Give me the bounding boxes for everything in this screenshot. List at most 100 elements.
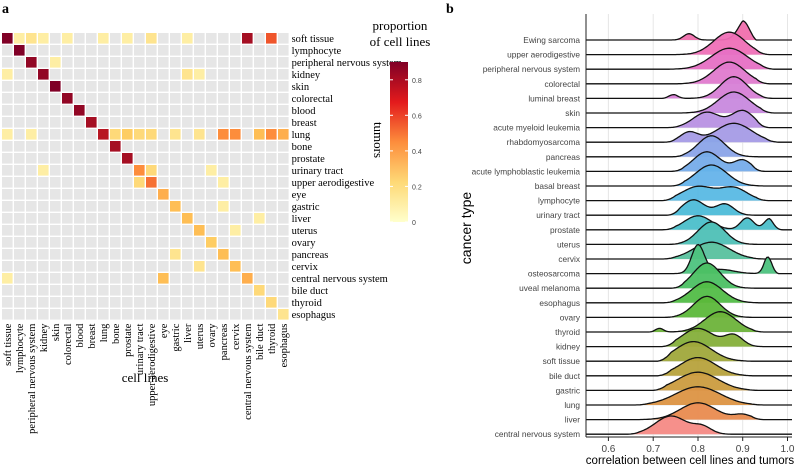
heatmap-cell bbox=[194, 261, 205, 272]
heatmap-x-axis-title: cell lines bbox=[122, 370, 169, 385]
heatmap-cell bbox=[230, 69, 241, 80]
heatmap-cell bbox=[194, 69, 205, 80]
heatmap-cell bbox=[278, 45, 289, 56]
ridge-fill-pancreas bbox=[671, 135, 770, 157]
heatmap-cell bbox=[134, 57, 145, 68]
heatmap-column-label-pancreas: pancreas bbox=[219, 324, 230, 361]
heatmap-cell bbox=[98, 93, 109, 104]
heatmap-cell bbox=[146, 93, 157, 104]
heatmap-cell bbox=[26, 201, 37, 212]
ridge-outline-osteosarcoma bbox=[586, 243, 792, 275]
panel-b: b Ewing sarcoma upper aerodigestive periph… bbox=[446, 2, 795, 467]
heatmap-cell bbox=[158, 249, 169, 260]
ridgeline-x-ticks: 0.6 0.7 0.8 0.9 1.0 bbox=[601, 437, 795, 455]
heatmap-cell bbox=[278, 141, 289, 152]
ridgeline-label-acute-myeloid-leukemia: acute myeloid leukemia bbox=[493, 123, 580, 133]
ridgeline-label-osteosarcoma: osteosarcoma bbox=[528, 269, 580, 279]
heatmap-cell bbox=[62, 273, 73, 284]
heatmap-cell bbox=[242, 273, 253, 284]
heatmap-cell bbox=[110, 213, 121, 224]
heatmap-cell bbox=[50, 93, 61, 104]
heatmap-cell bbox=[278, 273, 289, 284]
heatmap-cell bbox=[2, 93, 13, 104]
heatmap-cell bbox=[230, 189, 241, 200]
heatmap-cell bbox=[2, 261, 13, 272]
heatmap-cell bbox=[26, 249, 37, 260]
heatmap-cell bbox=[50, 249, 61, 260]
heatmap-cell bbox=[14, 69, 25, 80]
heatmap-cell bbox=[206, 105, 217, 116]
ridgeline-label-upper-aerodigestive: upper aerodigestive bbox=[507, 50, 580, 60]
heatmap-cell bbox=[98, 81, 109, 92]
ridge-fill-osteosarcoma bbox=[662, 244, 779, 274]
ridge-outline-rhabdomyosarcoma bbox=[586, 122, 792, 143]
heatmap-cell bbox=[230, 177, 241, 188]
heatmap-cell bbox=[26, 117, 37, 128]
heatmap-cell bbox=[206, 285, 217, 296]
heatmap-cell bbox=[206, 33, 217, 44]
heatmap-cell bbox=[182, 165, 193, 176]
heatmap-cell bbox=[218, 189, 229, 200]
heatmap-cell bbox=[110, 45, 121, 56]
heatmap-cell bbox=[50, 237, 61, 248]
heatmap-cell bbox=[158, 261, 169, 272]
ridge-outline-colorectal bbox=[586, 61, 792, 85]
heatmap-cell bbox=[122, 249, 133, 260]
heatmap-cell bbox=[98, 213, 109, 224]
heatmap-cell bbox=[194, 285, 205, 296]
heatmap-cell bbox=[146, 69, 157, 80]
heatmap-cell bbox=[254, 225, 265, 236]
heatmap-cell bbox=[122, 273, 133, 284]
heatmap-column-label-colorectal: colorectal bbox=[63, 324, 74, 365]
heatmap-cell bbox=[98, 45, 109, 56]
heatmap-cell bbox=[146, 57, 157, 68]
heatmap-cell bbox=[122, 261, 133, 272]
heatmap-cell bbox=[2, 117, 13, 128]
heatmap-cell bbox=[50, 177, 61, 188]
heatmap-cell bbox=[98, 201, 109, 212]
heatmap-cell bbox=[194, 33, 205, 44]
heatmap-cell bbox=[62, 165, 73, 176]
ridge-fill-cervix bbox=[662, 242, 766, 259]
heatmap-cell bbox=[158, 273, 169, 284]
heatmap-cell bbox=[2, 273, 13, 284]
heatmap-cell bbox=[194, 297, 205, 308]
heatmap-row-label-central-nervous-system: central nervous system bbox=[292, 274, 388, 285]
heatmap-cell bbox=[266, 165, 277, 176]
heatmap-cell bbox=[278, 261, 289, 272]
ridge-fill-esophagus bbox=[662, 281, 766, 303]
heatmap-row-label-prostate: prostate bbox=[292, 154, 326, 165]
heatmap-cell bbox=[266, 261, 277, 272]
heatmap-cell bbox=[218, 105, 229, 116]
heatmap-cell bbox=[38, 105, 49, 116]
heatmap-cell bbox=[158, 141, 169, 152]
heatmap-cell bbox=[278, 177, 289, 188]
heatmap-cell bbox=[206, 177, 217, 188]
heatmap-cell bbox=[2, 165, 13, 176]
heatmap-cell bbox=[98, 57, 109, 68]
heatmap-cell bbox=[50, 69, 61, 80]
ridgeline-label-urinary-tract: urinary tract bbox=[536, 210, 580, 220]
heatmap-cell bbox=[134, 225, 145, 236]
heatmap-cell bbox=[110, 141, 121, 152]
heatmap-cell bbox=[266, 57, 277, 68]
heatmap-cell bbox=[146, 129, 157, 140]
heatmap-cell bbox=[38, 261, 49, 272]
heatmap-cell bbox=[134, 201, 145, 212]
heatmap-cell bbox=[158, 297, 169, 308]
ridgeline-label-uveal-melanoma: uveal melanoma bbox=[519, 283, 580, 293]
heatmap-cell bbox=[122, 213, 133, 224]
ridgeline-label-pancreas: pancreas bbox=[546, 152, 580, 162]
heatmap-column-label-blood: blood bbox=[75, 323, 86, 348]
ridge-fill-soft-tissue bbox=[657, 341, 757, 362]
heatmap-cell bbox=[122, 81, 133, 92]
heatmap-cell bbox=[230, 33, 241, 44]
ridge-outline-soft-tissue bbox=[586, 340, 792, 362]
heatmap-cell bbox=[158, 285, 169, 296]
ridge-outline-central-nervous-system bbox=[586, 415, 792, 435]
heatmap-cell bbox=[170, 69, 181, 80]
heatmap-cell bbox=[206, 297, 217, 308]
heatmap-cell bbox=[38, 225, 49, 236]
heatmap-cell bbox=[98, 285, 109, 296]
heatmap-cell bbox=[14, 57, 25, 68]
